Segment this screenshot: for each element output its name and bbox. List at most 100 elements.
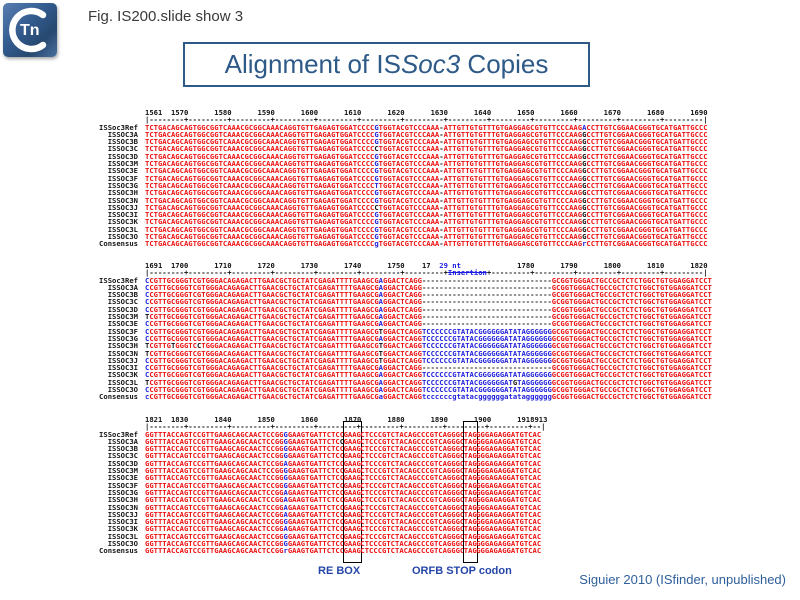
alignment-row: ISSOC3A TCTGACAGCAGTGGCGGTCAAACGCGGCAAACA… <box>0 129 708 139</box>
row-label: ISSOC3D <box>107 151 138 161</box>
alignment-row: ISSOC3O TCTGACAGCAGTGGCGGTCAAACGCGGCAAACA… <box>0 232 708 242</box>
row-label: ISSOC3A <box>107 436 138 446</box>
sequence-text: GGTTTACCAGTCCGTTGAAGCAGCAACTCCGGGGAAGTGA… <box>145 517 542 527</box>
row-label: ISSoc3Ref <box>99 122 138 132</box>
sequence-text: CCGTTGCGGGTCGTGGGACAGAGACTTGAACGCTGCTATC… <box>145 385 712 395</box>
sequence-text: TCTGACAGCAGTGGCGGTCAAACGCGGCAAACAGGTGTTG… <box>145 137 708 147</box>
row-label: ISSOC3J <box>107 202 138 212</box>
alignment-row: ISSOC3K CCGTTGCGGGTCGTGGGACAGAGACTTGAACGC… <box>0 370 712 380</box>
alignment-row: ISSOC3C TCTGACAGCAGTGGCGGTCAAACGCGGCAAACA… <box>0 144 708 154</box>
sequence-text: GGTTTACCAGTCCGTTGAAGCAGCAACTCCGGAGAAGTGA… <box>145 495 542 505</box>
sequence-text: GGTTTACCAGTCCGTTGAAGCAGCAACTCCGGAGAAGTGA… <box>145 524 542 534</box>
row-label: ISSOC3K <box>107 524 138 534</box>
alignment-row: ISSOC3E CCGTTGCGGGTCGTGGGACAGAGACTTGAACGC… <box>0 319 712 329</box>
sequence-text: GGTTTACCAGTCCGTTGAAGCAGCAACTCCGGGGAAGTGA… <box>145 480 542 490</box>
row-label: ISSOC3M <box>107 466 138 476</box>
alignment-row: ISSOC3F GGTTTACCAGTCCGTTGAAGCAGCAACTCCGGG… <box>0 480 547 490</box>
alignment-row: ISSOC3G TCTGACAGCAGTGGCGGTCAAACGCGGCAAACA… <box>0 180 708 190</box>
sequence-text: TCTGACAGCAGTGGCGGTCAAACGCGGCAAACAGGTGTTG… <box>145 144 708 154</box>
row-label: ISSOC3J <box>107 509 138 519</box>
sequence-text: CCGTTGCGGGTCGTGGGACAGAGACTTGAACGCTGCTATC… <box>145 333 712 343</box>
sequence-text: TCGTTGTGGGTCCTGGGACAGAGACTTGAACGCTGCTATC… <box>145 341 712 351</box>
row-label: ISSOC3E <box>107 473 138 483</box>
row-label: ISSoc3Ref <box>99 429 138 439</box>
sequence-text: TCTGACAGCAGTGGCGGTCAAACGCGGCAAACAGGTGTTG… <box>145 173 708 183</box>
alignment-row: ISSOC3B CCGTTGCGGGTCGTGGGACAGAGACTTGAACGC… <box>0 290 712 300</box>
sequence-text: 1821 1830 1840 1850 1860 1870 1880 1890 … <box>145 415 548 424</box>
alignment-row: ISSOC3M TCTGACAGCAGTGGCGGTCAAACGCGGCAAACA… <box>0 159 708 169</box>
alignment-row: ISSOC3F TCTGACAGCAGTGGCGGTCAAACGCGGCAAACA… <box>0 173 708 183</box>
sequence-text: CCGTTGCGGGTCGTGGGACAGAGACTTGAACGCTGCTATC… <box>145 282 712 292</box>
logo-tn-text: Tn <box>20 22 40 39</box>
sequence-text: CCGTTGCGGGTCGTGGGACAGAGACTTGAACGCTGCTATC… <box>145 275 712 285</box>
row-label: ISSOC3I <box>107 210 138 220</box>
row-label: ISSOC3N <box>107 348 138 358</box>
sequence-text: TCTGACAGCAGTGGCGGTCAAACGCGGCAAACAGGTGTTG… <box>145 195 708 205</box>
row-label: ISSOC3E <box>107 319 138 329</box>
sequence-text: GGTTTACCAGTCCGTTGAAGCAGCAACTCCGGrGAAGTGA… <box>145 546 542 556</box>
sequence-text: CCGTTGCGGGTCGTGGGACAGAGACTTGAACGCTGCTATC… <box>145 363 712 373</box>
sequence-text: TCTGACAGCAGTGGCGGTCAAACGCGGCAAACAGGTGTTG… <box>145 202 708 212</box>
alignment-row: ISSOC3H TCTGACAGCAGTGGCGGTCAAACGCGGCAAACA… <box>0 189 708 197</box>
citation: Siguier 2010 (ISfinder, unpublished) <box>579 572 786 587</box>
row-label: ISSOC3L <box>107 224 138 234</box>
row-label: ISSOC3F <box>107 326 138 336</box>
alignment-row: ISSOC3G GGTTTACCAGTCCGTTGAAGCAGCAACTCCGGA… <box>0 487 547 497</box>
row-label: ISSOC3M <box>107 159 138 169</box>
sequence-text: TCTGACAGCAGTGGCGGTCAAACGCGGCAAACAGGTGTTG… <box>145 166 708 176</box>
alignment-row: ISSOC3F CCGTTGCGGGTCGTGGGACAGAGACTTGAACGC… <box>0 326 712 336</box>
row-label: ISSOC3N <box>107 195 138 205</box>
row-label: ISSOC3O <box>107 385 138 395</box>
row-label: ISSOC3I <box>107 517 138 527</box>
page-title: Alignment of ISSoc3 Copies <box>224 49 549 79</box>
sequence-text: TCTGACAGCAGTGGCGGTCAAACGCGGCAAACAGGTGTTG… <box>145 239 708 249</box>
alignment-row: Consensus cCGTTGCGGGTCGTGGGACAGAGACTTGAAC… <box>0 392 712 402</box>
row-label: ISSOC3O <box>107 232 138 242</box>
sequence-text: GGTTTACCAGTCCGTTGAAGCAGCAACTCCGGAGAAGTGA… <box>145 502 542 512</box>
alignment-row: ISSOC3H GGTTTACCAGTCCGTTGAAGCAGCAACTCCGGA… <box>0 495 547 505</box>
sequence-text: GGTTTACCAGTCCGTTGAAGCAGCAACTCCGGAGAAGTGA… <box>145 509 542 519</box>
sequence-text: CCGTTGCGGGTCGTGGGACAGAGACTTGAACGCTGCTATC… <box>145 326 712 336</box>
sequence-text: GGTTTACCAGTCCGTTGAAGCAGCAACTCCGGGGAAGTGA… <box>145 444 542 454</box>
alignment-row: ISSOC3N GGTTTACCAGTCCGTTGAAGCAGCAACTCCGGA… <box>0 502 547 512</box>
alignment-row: ISSOC3N TCGTTGCGGGTCGTGGGACAGAGACTTGAACGC… <box>0 348 712 358</box>
sequence-text: GGTTTACCAGTCCGTTGAAGCAGCAACTCCGGGGAAGTGA… <box>145 429 542 439</box>
alignment-row: ISSOC3O GGTTTACCAGTCCGTTGAAGCAGCAACTCCGGG… <box>0 539 547 549</box>
sequence-text: GGTTTACCAGTCCGTTGAAGCAGCAACTCCGGGGAAGTGA… <box>145 436 542 446</box>
sequence-text: TCTGACAGCAGTGGCGGTCAAACGCGGCAAACAGGTGTTG… <box>145 129 708 139</box>
row-label: ISSOC3B <box>107 137 138 147</box>
sequence-text: TCGTTGCGGGTCGTGGGACAGAGACTTGAACGCTGCTATC… <box>145 377 712 387</box>
alignment-block3: 1821 1830 1840 1850 1860 1870 1880 1890 … <box>0 415 548 563</box>
alignment-row: ISSOC3N TCTGACAGCAGTGGCGGTCAAACGCGGCAAACA… <box>0 195 708 205</box>
row-label: ISSOC3K <box>107 370 138 380</box>
row-label: ISSOC3C <box>107 451 138 461</box>
sequence-text: TCTGACAGCAGTGGCGGTCAAACGCGGCAAACAGGTGTTG… <box>145 180 708 190</box>
sequence-text: 1561 1570 1580 1590 1600 1610 1620 1630 … <box>145 108 708 117</box>
row-label: ISSOC3C <box>107 297 138 307</box>
row-label: ISSOC3O <box>107 539 138 549</box>
alignment-row: ISSOC3H TCGTTGTGGGTCCTGGGACAGAGACTTGAACGC… <box>0 341 712 351</box>
alignment-row: ISSoc3Ref GGTTTACCAGTCCGTTGAAGCAGCAACTCCG… <box>0 429 547 439</box>
sequence-text: CCGTTGCGGGTCGTGGGACAGAGACTTGAACGCTGCTATC… <box>145 290 712 300</box>
alignment-row: Consensus GGTTTACCAGTCCGTTGAAGCAGCAACTCCG… <box>0 546 547 556</box>
row-label: ISSOC3A <box>107 282 138 292</box>
row-label: Consensus <box>99 546 138 556</box>
alignment-row: ISSOC3D GGTTTACCAGTCCGTTGAAGCAGCAACTCCGGA… <box>0 458 547 468</box>
alignment-row: ISSOC3A CCGTTGCGGGTCGTGGGACAGAGACTTGAACGC… <box>0 282 712 292</box>
figure-label: Fig. IS200.slide show 3 <box>88 8 244 25</box>
alignment-row: ISSOC3A GGTTTACCAGTCCGTTGAAGCAGCAACTCCGGG… <box>0 436 547 446</box>
sequence-text: |--------+---------+---------+---------+… <box>145 268 708 278</box>
sequence-text: TCTGACAGCAGTGGCGGTCAAACGCGGCAAACAGGTGTTG… <box>145 224 708 234</box>
alignment-row: ISSOC3L GGTTTACCAGTCCGTTGAAGCAGCAACTCCGGG… <box>0 531 547 541</box>
alignment-row: ISSOC3I TCTGACAGCAGTGGCGGTCAAACGCGGCAAACA… <box>0 210 708 220</box>
sequence-text: GGTTTACCAGTCCGTTGAAGCAGCAACTCCGGAGAAGTGA… <box>145 458 542 468</box>
orfb-stop-codon-label: ORFB STOP codon <box>412 565 512 577</box>
alignment-row: ISSoc3Ref TCTGACAGCAGTGGCGGTCAAACGCGGCAAA… <box>0 122 708 132</box>
sequence-text: cCGTTGCGGGTCGTGGGACAGAGACTTGAACGCTGCTATC… <box>145 392 712 402</box>
box-bottom-cap <box>0 554 547 563</box>
sequence-text <box>145 554 545 563</box>
sequence-text: |--------+---------+---------+---------+… <box>145 115 708 125</box>
alignment-row: ISSOC3O CCGTTGCGGGTCGTGGGACAGAGACTTGAACGC… <box>0 385 712 395</box>
alignment-block1: 1561 1570 1580 1590 1600 1610 1620 1630 … <box>0 109 708 248</box>
row-label: ISSOC3G <box>107 333 138 343</box>
